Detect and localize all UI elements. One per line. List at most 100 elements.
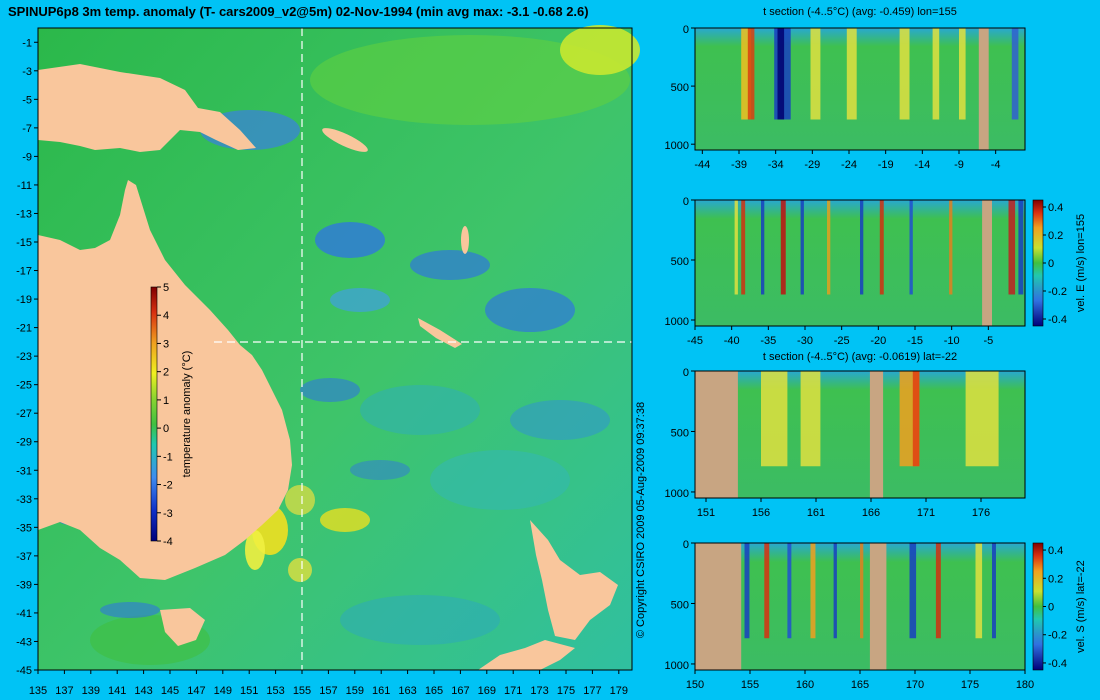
map-x-tick-label: 147 (187, 685, 205, 697)
section-anomaly-band (899, 28, 910, 120)
section-2-plot: -45 -40 -35 -30 -25 -20 -15 -10 -5 0 500 1000 0.4 0.2… (665, 196, 1087, 347)
section-x-tick-label: -35 (760, 335, 776, 347)
section-x-tick-label: 151 (697, 507, 715, 519)
section-x-tick-label: -24 (841, 159, 857, 171)
section-anomaly-band (992, 543, 996, 639)
map-x-tick-label: 157 (319, 685, 337, 697)
section-x-tick-label: -40 (724, 335, 740, 347)
map-colorbar-scale (150, 286, 158, 542)
section-anomaly-band (800, 200, 804, 295)
section-colorbar-tick-label: 0.2 (1048, 230, 1063, 242)
section-anomaly-band (909, 543, 917, 639)
section-x-tick-label: 176 (972, 507, 990, 519)
section-x-tick-label: -44 (694, 159, 710, 171)
map-x-tick-label: 163 (398, 685, 416, 697)
map-y-tick-label: -31 (16, 465, 32, 477)
section-colorbar (1032, 199, 1044, 327)
map-colorbar: 5 4 3 2 1 0 -1 -2 -3 -4 temperature anomaly (°C) (150, 282, 193, 548)
section-frame (694, 27, 1026, 151)
section-anomaly-band (780, 200, 786, 295)
map-y-tick-label: -25 (16, 380, 32, 392)
section-x-tick-label: -14 (914, 159, 930, 171)
section-anomaly-band (810, 543, 816, 639)
section-colorbar (1032, 542, 1044, 671)
map-y-tick-label: -29 (16, 437, 32, 449)
map-y-tick-label: -23 (16, 351, 32, 363)
map-frame (37, 27, 633, 671)
section-y-tick-label: 1000 (665, 488, 689, 500)
section-y-tick-label: 500 (671, 427, 689, 439)
section-anomaly-band (935, 543, 941, 639)
section-x-tick-label: 165 (851, 679, 869, 691)
copyright-text: © Copyright CSIRO 2009 05-Aug-2009 09:37… (635, 402, 647, 638)
section-anomaly-band (860, 200, 864, 295)
section-colorbar-tick-label: 0 (1048, 258, 1054, 270)
section-x-tick-label: 175 (961, 679, 979, 691)
map-y-tick-label: -5 (22, 94, 32, 106)
map-x-tick-label: 171 (504, 685, 522, 697)
section-x-tick-label: -9 (954, 159, 964, 171)
section-colorbar-tick-label: 0 (1048, 602, 1054, 614)
section-anomaly-band (761, 200, 765, 295)
section-x-tick-label: -25 (834, 335, 850, 347)
map-colorbar-tick-label: -4 (163, 536, 173, 548)
map-x-tick-label: 165 (425, 685, 443, 697)
section-land-mask (982, 200, 992, 326)
map-x-tick-label: 137 (55, 685, 73, 697)
section-anomaly-band (879, 200, 884, 295)
section-anomaly-band (833, 543, 837, 639)
section-anomaly-band (827, 200, 831, 295)
section3-title: t section (-4..5°C) (avg: -0.0619) lat=-… (762, 351, 958, 363)
section-x-tick-label: -30 (797, 335, 813, 347)
section-4-plot: 150 155 160 165 170 175 180 0 500 1000 0.4 0.2 0 -0.2… (665, 539, 1087, 691)
land-new-guinea (38, 64, 256, 152)
map-x-tick-label: 155 (293, 685, 311, 697)
land-new-zealand-south (478, 640, 575, 670)
section-anomaly-band (741, 200, 746, 295)
map-x-tick-label: 145 (161, 685, 179, 697)
map-x-tick-label: 139 (82, 685, 100, 697)
section-x-tick-label: 180 (1016, 679, 1034, 691)
map-x-ticks: 135 137 139 141 143 145 147 149 151 153 155 157 159 1… (29, 670, 628, 697)
map-x-tick-label: 151 (240, 685, 258, 697)
section-colorbar-label: vel. E (m/s) lon=155 (1075, 214, 1087, 312)
section-anomaly-band (846, 28, 857, 120)
section-x-tick-label: -39 (731, 159, 747, 171)
section-anomaly-band (1008, 200, 1016, 295)
map-y-tick-label: -35 (16, 522, 32, 534)
section-x-tick-label: -4 (991, 159, 1001, 171)
section-y-tick-label: 1000 (665, 660, 689, 672)
section-colorbar-tick-label: -0.2 (1048, 286, 1067, 298)
map-x-tick-label: 149 (214, 685, 232, 697)
map-y-tick-label: -43 (16, 636, 32, 648)
map-x-tick-label: 135 (29, 685, 47, 697)
map-colorbar-tick-label: 2 (163, 367, 169, 379)
map-y-tick-label: -21 (16, 323, 32, 335)
section-anomaly-band (912, 371, 920, 467)
section-colorbar-tick-label: -0.2 (1048, 630, 1067, 642)
map-x-tick-label: 153 (266, 685, 284, 697)
section-anomaly-band (975, 543, 983, 639)
section-anomaly-band (932, 28, 940, 120)
map-colorbar-tick-label: -2 (163, 480, 173, 492)
map-x-tick-label: 177 (583, 685, 601, 697)
section-y-tick-label: 1000 (665, 140, 689, 152)
section-colorbar-tick-label: -0.4 (1048, 314, 1067, 326)
map-y-tick-label: -39 (16, 579, 32, 591)
section-land-mask (695, 543, 742, 670)
section-x-tick-label: -10 (944, 335, 960, 347)
map-y-tick-label: -27 (16, 408, 32, 420)
section-colorbar-tick-label: 0.4 (1048, 202, 1063, 214)
map-x-tick-label: 175 (557, 685, 575, 697)
section-anomaly-band (761, 371, 788, 467)
section-y-tick-label: 0 (683, 539, 689, 551)
map-x-tick-label: 159 (346, 685, 364, 697)
map-y-tick-label: -33 (16, 494, 32, 506)
section-anomaly-band (800, 371, 821, 467)
section-anomaly-band (810, 28, 821, 120)
section-y-tick-label: 0 (683, 367, 689, 379)
section-3-plot: 151 156 161 166 171 176 0 500 1000 (665, 367, 1026, 519)
section-x-tick-label: 160 (796, 679, 814, 691)
map-x-tick-label: 179 (610, 685, 628, 697)
